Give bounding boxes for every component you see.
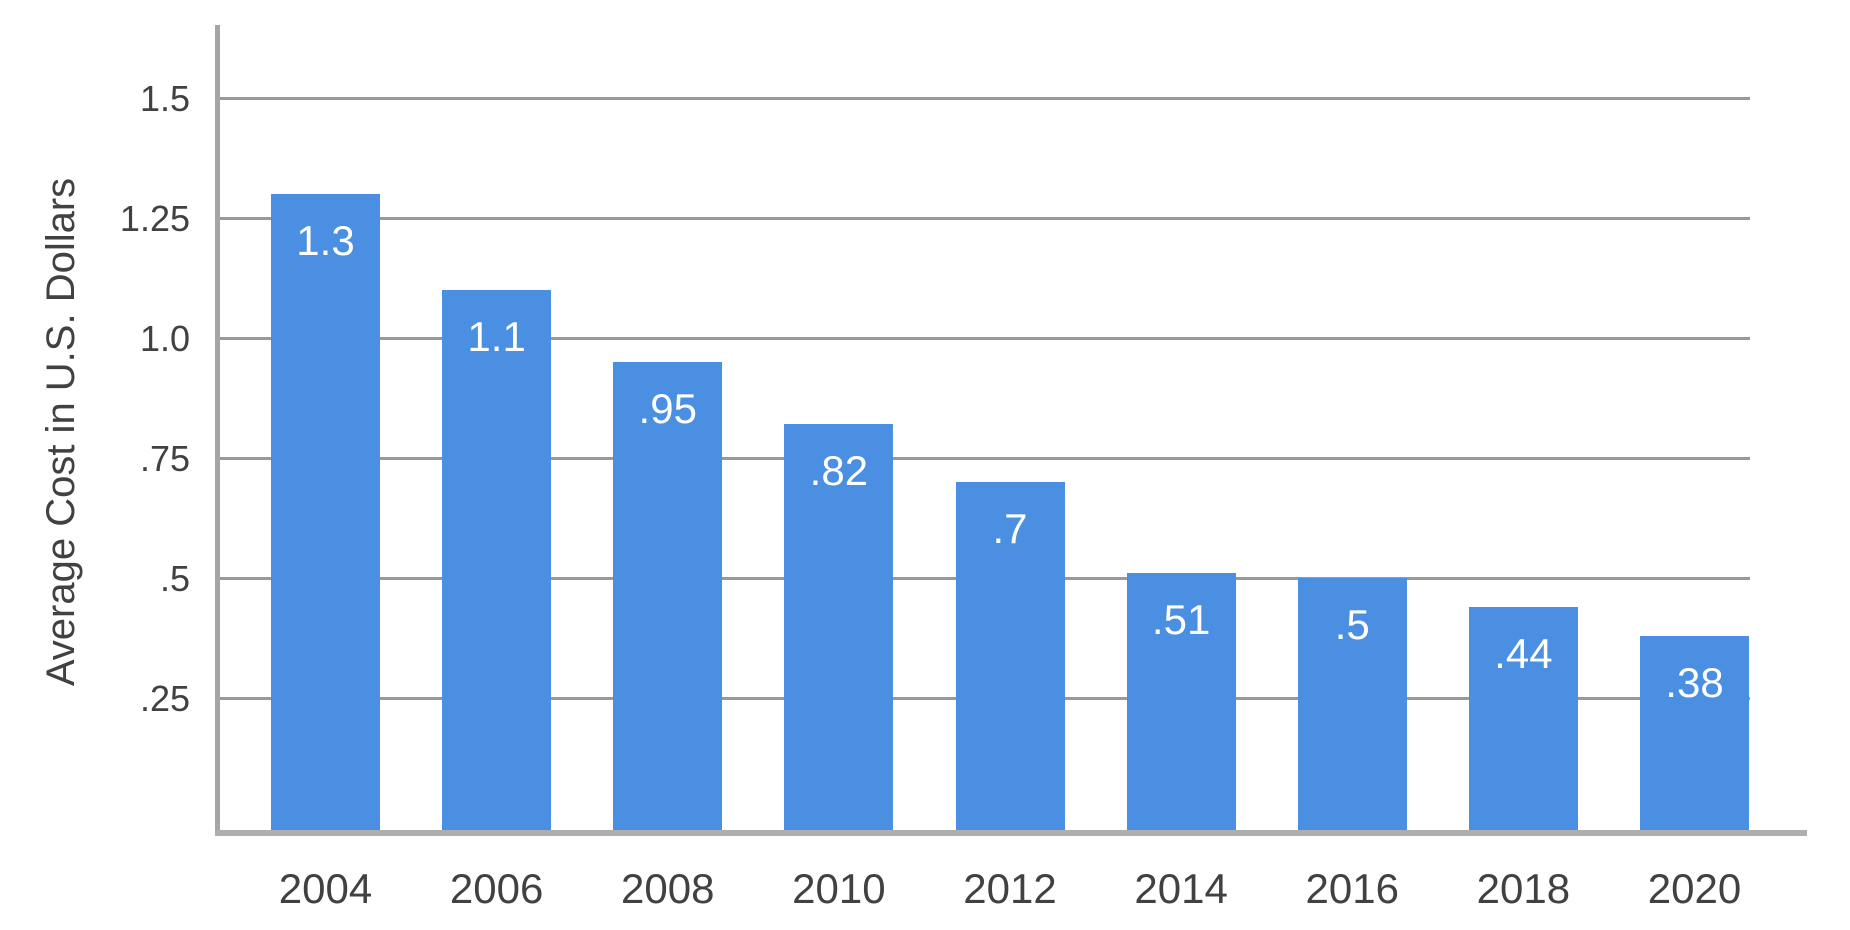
x-axis-tick-label: 2012 [963,865,1057,912]
bar-2020: .38 [1640,635,1749,830]
bar-value-label: .51 [1151,596,1211,644]
y-axis-tick-label: 1.5 [139,78,190,119]
bar-2016: .5 [1297,578,1407,830]
bar-value-label: .5 [1334,601,1370,648]
x-axis-tick-label: 2020 [1647,865,1742,912]
bar-2010: .82 [784,424,894,830]
x-axis-tick-label: 2018 [1476,865,1571,912]
x-axis-tick-label: 2014 [1134,865,1228,912]
x-axis-baseline [215,830,1807,836]
x-axis-tick-label: 2016 [1305,865,1399,912]
x-axis-tick-label: 2008 [621,865,715,912]
gridline [220,217,1750,220]
y-axis-tick-label: .5 [159,558,190,599]
bar-2004: 1.3 [271,194,380,830]
gridline [220,337,1750,340]
gridline [220,457,1750,460]
x-axis-tick-label: 2004 [278,865,373,912]
gridline [220,97,1750,100]
y-axis-tick-label: 1.0 [139,318,190,359]
bar-value-label: .95 [638,385,697,432]
bar-value-label: 1.1 [467,313,526,360]
bar-value-label: .44 [1494,629,1553,677]
bar-2012: .7 [955,482,1065,830]
bar-2018: .44 [1468,606,1578,830]
bar-value-label: .38 [1665,658,1724,706]
x-axis-tick-label: 2010 [792,865,886,912]
y-axis-tick-label: .25 [139,678,190,719]
bar-2006: 1.1 [442,290,552,830]
bar-2008: .95 [613,362,723,830]
y-axis-tick-label: .75 [139,438,190,479]
bar-2014: .51 [1126,573,1236,830]
bar-value-label: .7 [992,505,1028,552]
y-axis-tick-label: 1.25 [119,198,190,239]
bar-value-label: 1.3 [296,217,355,264]
bar-value-label: .82 [809,447,869,495]
x-axis-tick-label: 2006 [449,865,544,912]
y-axis-line [215,25,220,830]
